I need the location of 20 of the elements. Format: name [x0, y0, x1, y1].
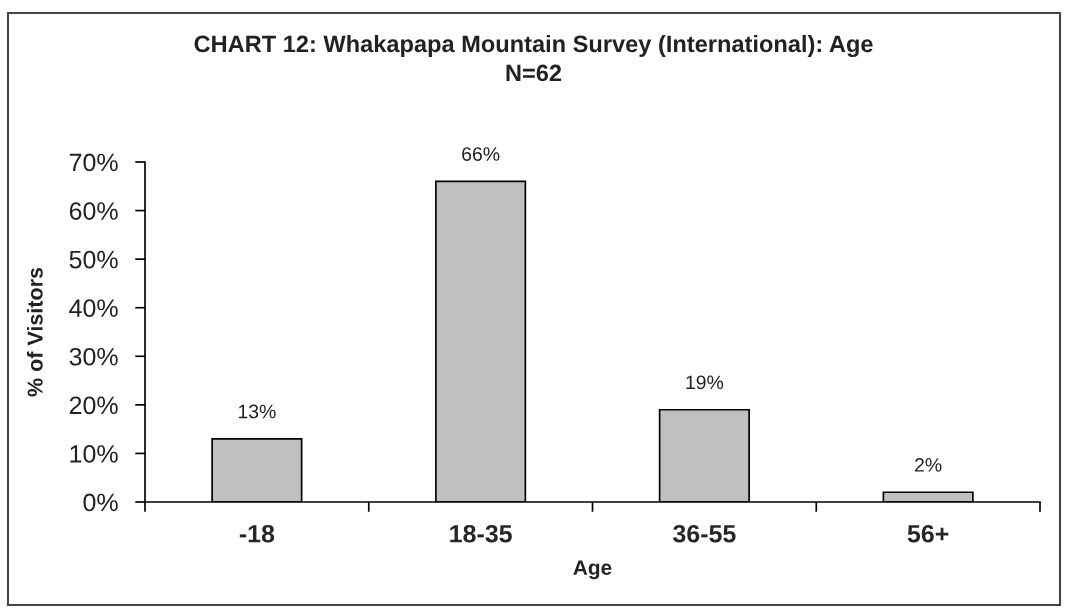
data-label: 13%: [238, 404, 276, 419]
x-tick-label: -18: [239, 524, 275, 543]
y-axis-title: % of Visitors: [26, 267, 43, 397]
y-tick-label: 10%: [70, 445, 118, 463]
x-tick-label: 56+: [907, 524, 949, 543]
y-tick-label: 60%: [69, 202, 118, 220]
y-tick-label: 0%: [83, 493, 118, 512]
x-axis-title: Age: [573, 560, 612, 580]
chart-title: CHART 12: Whakapapa Mountain Survey (International): Age: [194, 34, 873, 58]
x-tick-label: 18-35: [450, 524, 512, 543]
y-tick-label: 40%: [69, 299, 118, 318]
data-label: 19%: [686, 375, 724, 390]
chart-subtitle: N=62: [506, 64, 562, 82]
data-label: 2%: [915, 458, 942, 472]
y-tick-label: 20%: [69, 396, 118, 415]
y-tick-label: 30%: [69, 347, 118, 366]
x-tick-label: 36-55: [672, 524, 736, 543]
y-tick-label: 50%: [69, 250, 118, 269]
data-label: 66%: [462, 147, 500, 161]
y-tick-label: 70%: [69, 153, 118, 172]
